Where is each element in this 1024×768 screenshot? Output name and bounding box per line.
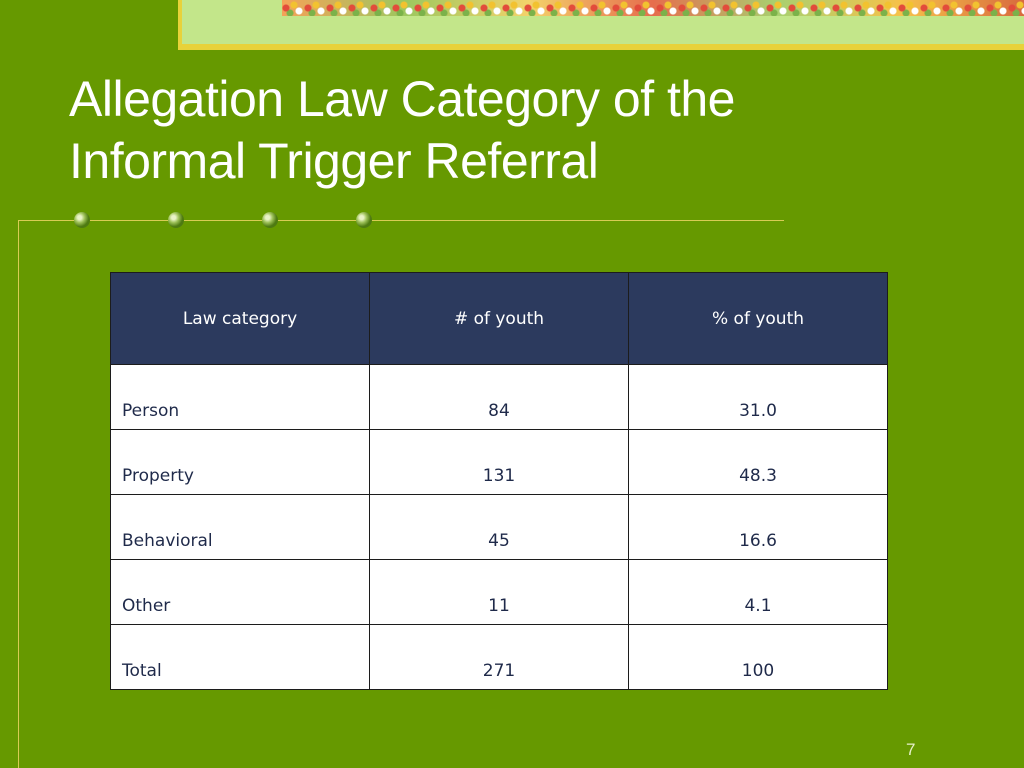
cell-category: Behavioral [110,494,370,560]
bullet-dot-decoration [356,212,372,228]
cell-category: Total [110,624,370,690]
top-decoration-panel [178,0,1024,50]
header-law-category: Law category [110,272,370,365]
cell-count: 271 [369,624,629,690]
divider-vertical [18,220,19,768]
slide-title-line-2: Informal Trigger Referral [69,133,599,189]
cell-percent: 16.6 [628,494,888,560]
cell-percent: 100 [628,624,888,690]
cell-count: 131 [369,429,629,495]
cell-percent: 4.1 [628,559,888,625]
cell-count: 84 [369,364,629,430]
cell-count: 45 [369,494,629,560]
header-number-of-youth: # of youth [369,272,629,365]
table-header-row: Law category # of youth % of youth [110,272,888,365]
cell-category: Other [110,559,370,625]
law-category-table: Law category # of youth % of youth Perso… [110,272,888,690]
table-row: Property 131 48.3 [110,429,888,495]
table-row: Other 11 4.1 [110,559,888,625]
table-row-total: Total 271 100 [110,624,888,690]
top-decoration-inner [182,0,1024,44]
cell-percent: 31.0 [628,364,888,430]
floral-banner-image [282,0,1024,16]
bullet-dot-decoration [168,212,184,228]
cell-count: 11 [369,559,629,625]
slide-title: Allegation Law Category of the Informal … [69,68,929,192]
cell-category: Property [110,429,370,495]
slide-title-line-1: Allegation Law Category of the [69,71,735,127]
cell-percent: 48.3 [628,429,888,495]
divider-horizontal [18,220,784,221]
cell-category: Person [110,364,370,430]
bullet-dot-decoration [262,212,278,228]
bullet-dot-decoration [74,212,90,228]
page-number: 7 [906,740,916,759]
table-row: Person 84 31.0 [110,364,888,430]
table-row: Behavioral 45 16.6 [110,494,888,560]
header-percent-of-youth: % of youth [628,272,888,365]
